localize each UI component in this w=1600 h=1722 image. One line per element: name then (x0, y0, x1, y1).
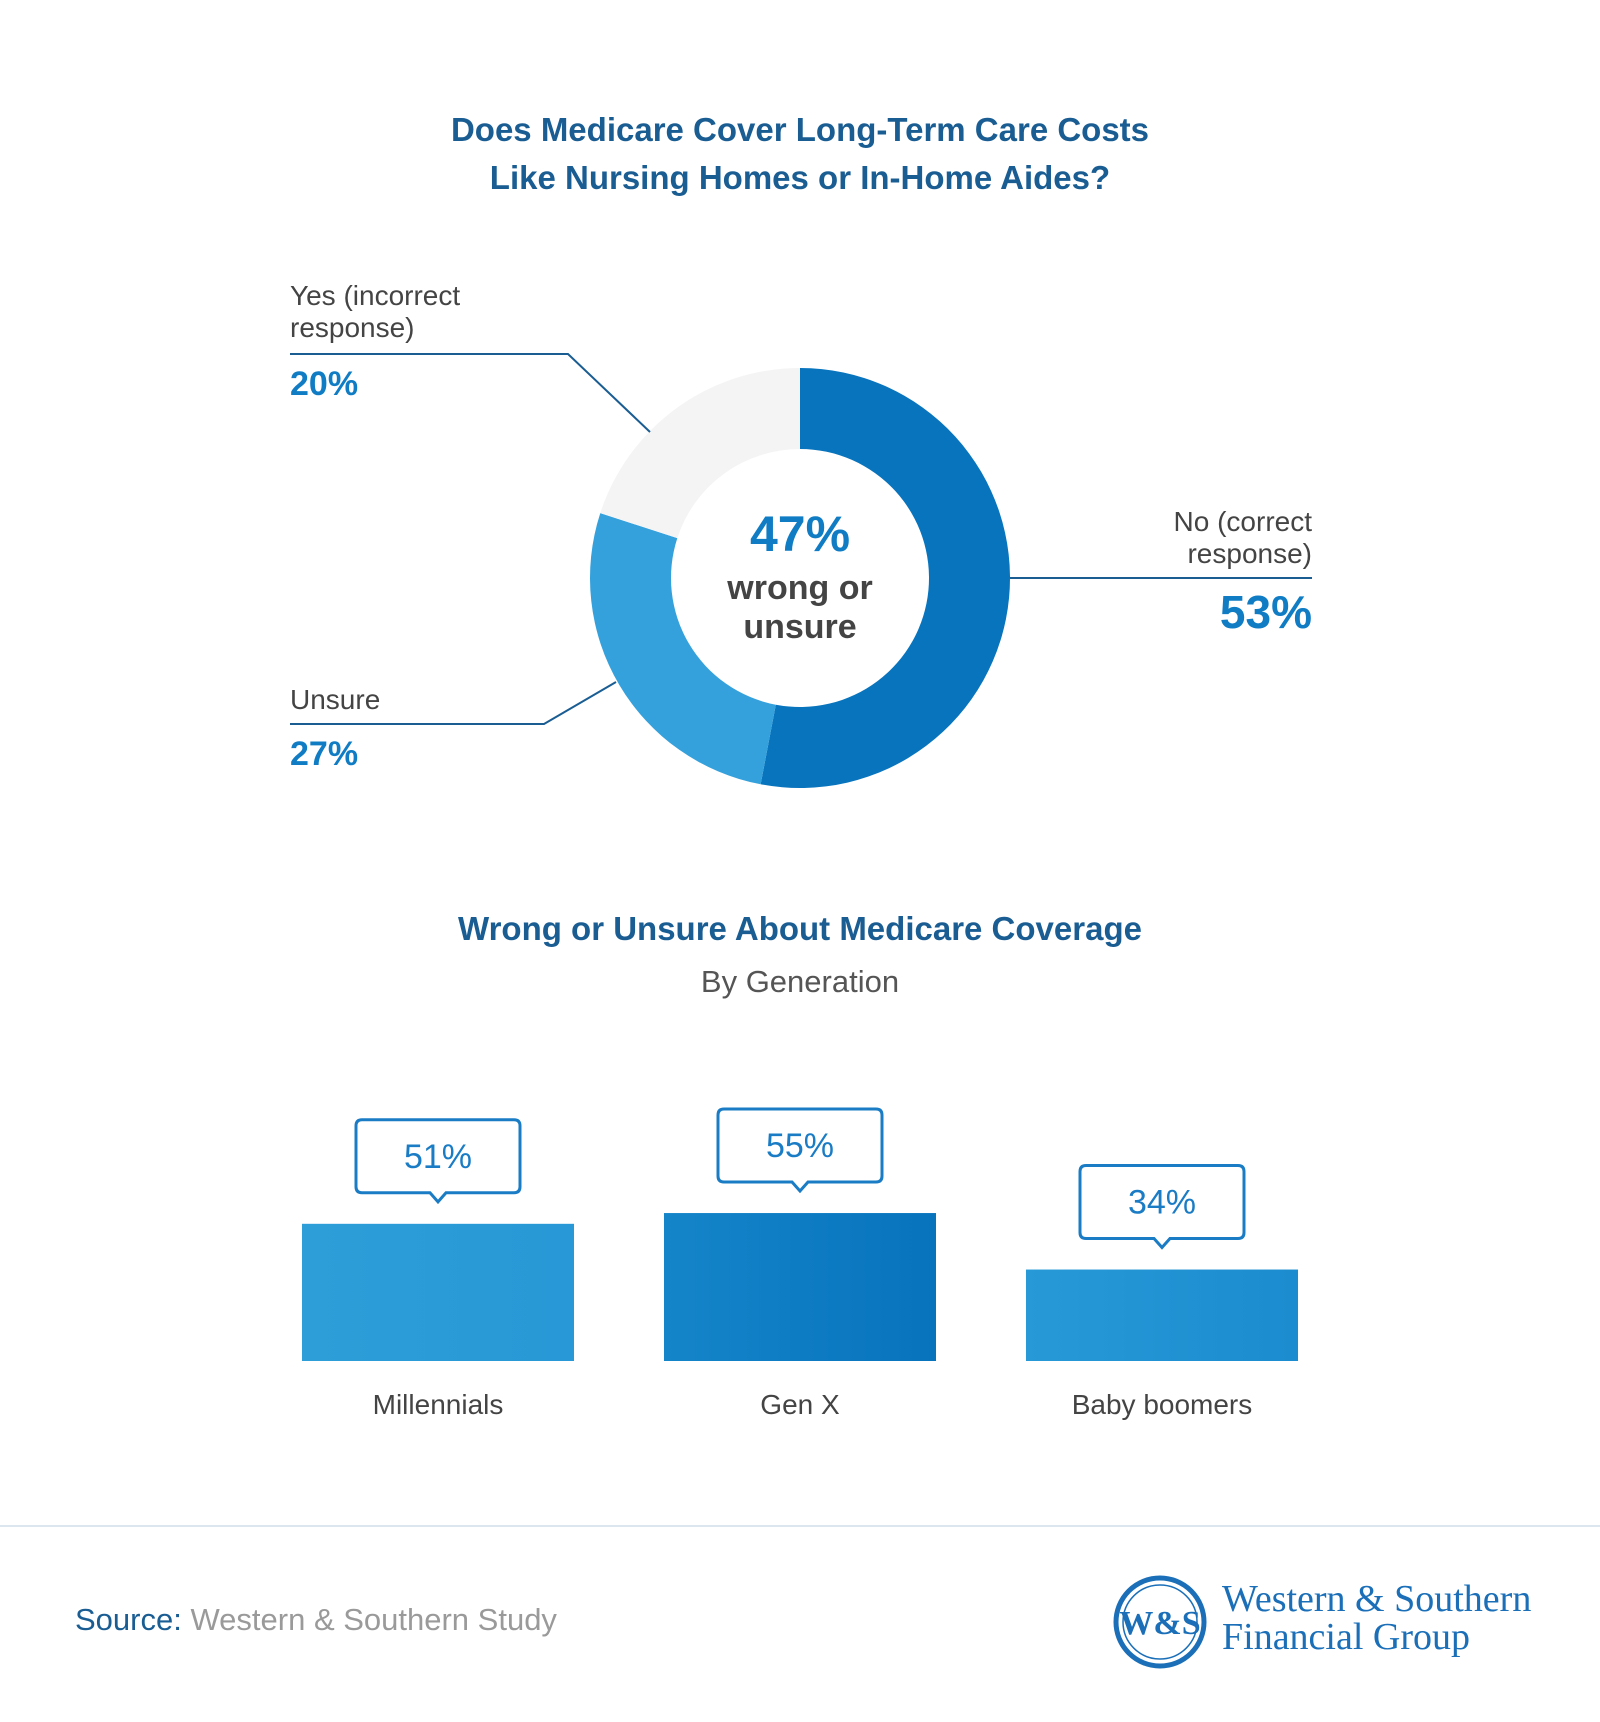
donut-slice-unsure (590, 513, 776, 785)
label-no-line1: No (correct (1174, 506, 1313, 537)
bar-baby-boomers (1026, 1269, 1298, 1361)
donut-slice-no (760, 368, 1010, 788)
label-unsure-value: 27% (290, 735, 358, 773)
label-yes-line1: Yes (incorrect (290, 280, 460, 311)
logo-wordmark: Western & Southern Financial Group (1222, 1580, 1531, 1656)
callout-box-gen-x (716, 1107, 884, 1194)
category-label-millennials: Millennials (373, 1389, 504, 1420)
donut-chart: 47% wrong or unsure No (correct response… (290, 280, 1313, 788)
source-note: Source: Western & Southern Study (75, 1602, 557, 1638)
chart1-title-line1: Does Medicare Cover Long-Term Care Costs (450, 111, 1150, 148)
leader-line-yes (290, 353, 651, 433)
chart1-title-line2: Like Nursing Homes or In-Home Aides? (489, 159, 1111, 196)
logo-line2: Financial Group (1222, 1616, 1471, 1658)
logo-line1: Western & Southern (1222, 1578, 1532, 1620)
category-label-baby-boomers: Baby boomers (1072, 1389, 1253, 1420)
source-label: Source: (75, 1602, 182, 1637)
chart2-title: Wrong or Unsure About Medicare Coverage (458, 910, 1142, 947)
label-no-value: 53% (1220, 586, 1312, 638)
bar-chart: 51% Millennials 55% Gen X 34% Baby boomers (302, 1107, 1298, 1420)
label-unsure-line1: Unsure (290, 684, 380, 715)
bar-gen-x (664, 1213, 936, 1361)
value-label-gen-x: 55% (766, 1127, 834, 1165)
bar-millennials (302, 1223, 574, 1361)
donut-slices (590, 368, 1010, 788)
label-no-line2: response) (1187, 538, 1312, 569)
callout-box-baby-boomers (1078, 1164, 1246, 1250)
label-yes-value: 20% (290, 365, 358, 403)
donut-center-label-line2: unsure (743, 608, 856, 646)
value-label-baby-boomers: 34% (1128, 1184, 1196, 1222)
company-logo: W&S Western & Southern Financial Group (1110, 1572, 1531, 1672)
donut-slice-yes (600, 368, 800, 539)
logo-emblem: W&S (1113, 1575, 1207, 1669)
category-label-gen-x: Gen X (760, 1389, 840, 1420)
chart2-subtitle: By Generation (700, 964, 900, 999)
source-text: Western & Southern Study (190, 1602, 557, 1637)
callout-box-millennials (354, 1118, 522, 1205)
donut-center-label-line1: wrong or (726, 569, 872, 607)
chart1-title: Does Medicare Cover Long-Term Care Costs… (0, 106, 1600, 202)
footer-divider (0, 1525, 1600, 1527)
logo-monogram: W&S (1119, 1605, 1200, 1642)
label-yes-line2: response) (290, 312, 415, 343)
donut-center-value: 47% (750, 506, 850, 562)
leader-line-unsure (290, 681, 617, 725)
bars-group: 51% Millennials 55% Gen X 34% Baby boomers (302, 1107, 1298, 1420)
value-label-millennials: 51% (404, 1138, 472, 1176)
